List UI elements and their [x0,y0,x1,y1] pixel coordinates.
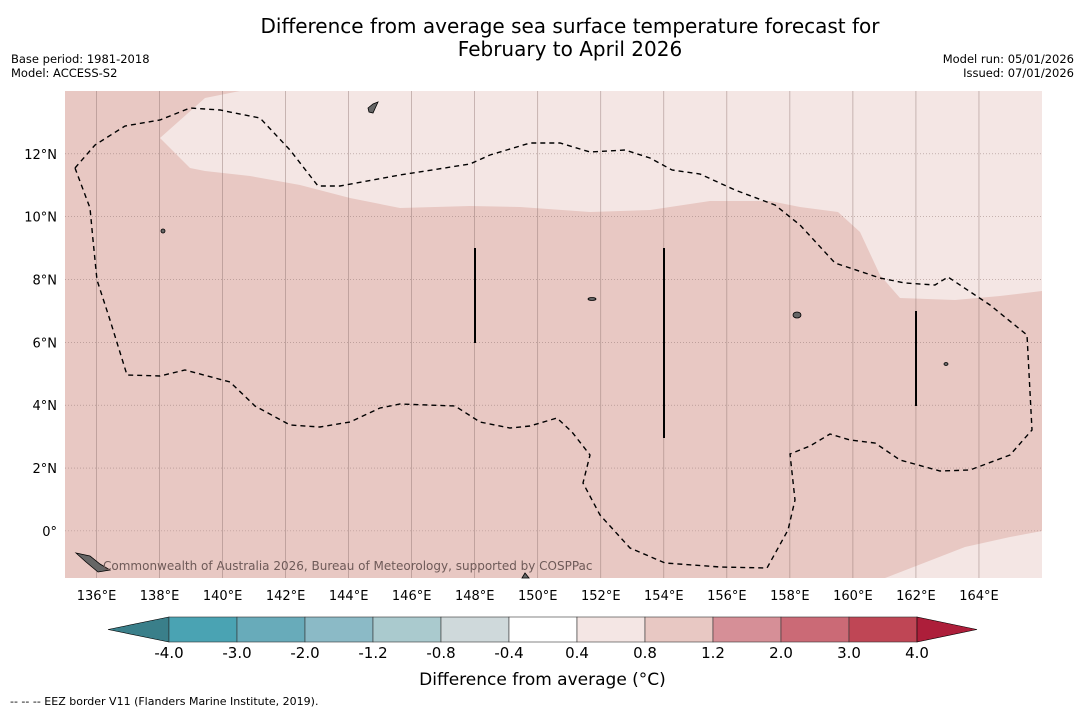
colorbar-tick-label: 2.0 [769,644,793,662]
colorbar-segment [372,616,442,643]
anomaly-region-southeast [885,531,1042,578]
copyright-text: Commonwealth of Australia 2026, Bureau o… [103,559,593,573]
colorbar-tick-label: -2.0 [290,644,320,662]
y-tick-label: 8°N [33,274,58,289]
title-line-1: Difference from average sea surface temp… [260,14,880,38]
colorbar-segment [848,616,918,643]
x-tick-label: 138°E [140,589,180,604]
colorbar-segment [440,616,510,643]
vertical-markers [474,248,917,438]
colorbar-under-extension [107,616,170,643]
eez-footnote: -- -- -- EEZ border V11 (Flanders Marine… [10,695,319,708]
x-tick-label: 152°E [581,589,621,604]
meta-right: Model run: 05/01/2026 Issued: 07/01/2026 [943,52,1074,80]
colorbar-tick-label: -1.2 [358,644,388,662]
colorbar [107,616,978,643]
eez-border [74,107,1033,569]
colorbar-segment [236,616,306,643]
y-tick-label: 2°N [33,462,58,477]
x-tick-label: 150°E [518,589,558,604]
x-tick-label: 162°E [896,589,936,604]
base-period: Base period: 1981-2018 [11,52,150,66]
model-name: Model: ACCESS-S2 [11,66,118,80]
x-tick-label: 136°E [77,589,117,604]
x-tick-label: 158°E [770,589,810,604]
colorbar-tick-label: 1.2 [701,644,725,662]
x-tick-label: 148°E [455,589,495,604]
y-tick-label: 4°N [33,399,58,414]
x-tick-label: 146°E [392,589,432,604]
x-tick-label: 160°E [833,589,873,604]
islands [74,101,949,579]
meta-left: Base period: 1981-2018 Model: ACCESS-S2 [11,52,150,80]
x-tick-label: 144°E [329,589,369,604]
colorbar-tick-label: 0.8 [633,644,657,662]
issued-date: Issued: 07/01/2026 [963,66,1074,80]
colorbar-segment [712,616,782,643]
x-tick-label: 154°E [644,589,684,604]
y-tick-label: 0° [42,525,57,540]
colorbar-tick-label: -3.0 [222,644,252,662]
x-tick-label: 164°E [959,589,999,604]
colorbar-tick-label: 4.0 [905,644,929,662]
x-tick-label: 140°E [203,589,243,604]
colorbar-segment [576,616,646,643]
colorbar-segment [168,616,238,643]
y-tick-label: 6°N [33,336,58,351]
chart-title: Difference from average sea surface temp… [0,15,1085,61]
colorbar-tick-label: -0.4 [494,644,524,662]
y-tick-label: 12°N [24,148,57,163]
colorbar-segment [644,616,714,643]
y-tick-label: 10°N [24,211,57,226]
colorbar-tick-label: -4.0 [154,644,184,662]
colorbar-tick-label: -0.8 [426,644,456,662]
colorbar-label: Difference from average (°C) [419,670,666,690]
colorbar-segment [304,616,374,643]
colorbar-over-extension [916,616,978,643]
x-tick-label: 142°E [266,589,306,604]
model-run: Model run: 05/01/2026 [942,52,1074,66]
colorbar-segment [508,616,578,643]
colorbar-tick-label: 3.0 [837,644,861,662]
x-tick-label: 156°E [707,589,747,604]
title-line-2: February to April 2026 [457,37,683,61]
colorbar-tick-label: 0.4 [565,644,589,662]
colorbar-segment [780,616,850,643]
